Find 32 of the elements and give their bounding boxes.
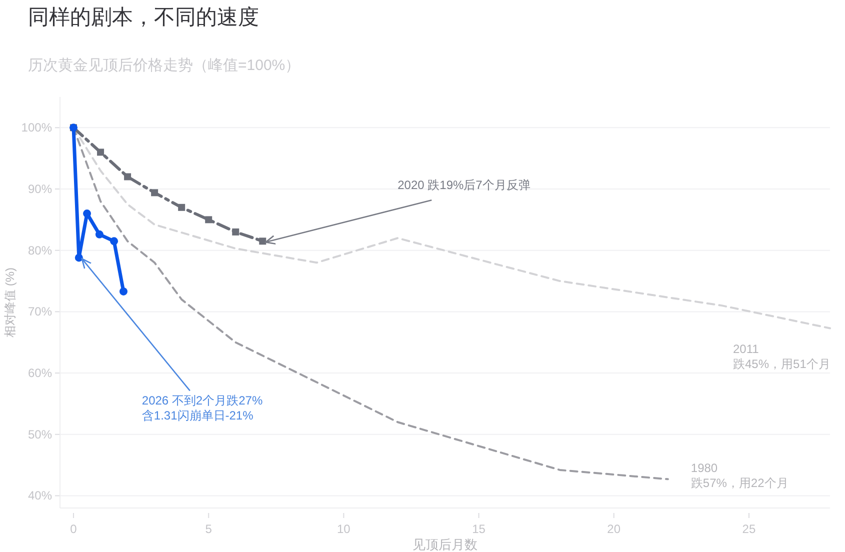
- x-tick-label: 5: [205, 522, 212, 536]
- point: [151, 189, 158, 196]
- y-tick-label: 80%: [28, 243, 52, 258]
- point: [97, 148, 104, 156]
- annotation: 2011 跌45%，用51个月: [733, 342, 830, 371]
- point: [119, 287, 128, 296]
- point: [205, 216, 212, 224]
- point: [124, 173, 132, 180]
- y-tick-label: 100%: [21, 120, 52, 135]
- x-axis-title: 见顶后月数: [412, 537, 478, 552]
- point: [232, 228, 240, 236]
- point: [259, 238, 266, 245]
- x-tick-label: 15: [472, 522, 486, 536]
- y-tick-label: 70%: [28, 304, 52, 319]
- point: [178, 204, 186, 211]
- y-tick-label: 50%: [28, 427, 52, 442]
- x-tick-label: 0: [70, 522, 78, 536]
- x-tick-label: 20: [607, 522, 621, 536]
- chart-title: 同样的剧本，不同的速度: [28, 6, 259, 29]
- y-tick-label: 60%: [28, 366, 52, 380]
- x-tick-label: 10: [337, 522, 351, 536]
- point: [110, 237, 118, 246]
- point: [95, 230, 104, 238]
- annotation: 2020 跌19%后7个月反弹: [398, 178, 530, 192]
- y-tick-label: 90%: [28, 182, 52, 196]
- point: [74, 254, 83, 262]
- y-axis-title: 相对峰值 (%): [3, 268, 17, 338]
- point: [83, 210, 92, 218]
- annotation: 2026 不到2个月跌27% 含1.31闪崩单日-21%: [142, 394, 263, 423]
- x-tick-label: 25: [742, 522, 756, 536]
- y-tick-label: 40%: [28, 488, 52, 503]
- annotation: 1980 跌57%，用22个月: [690, 461, 788, 490]
